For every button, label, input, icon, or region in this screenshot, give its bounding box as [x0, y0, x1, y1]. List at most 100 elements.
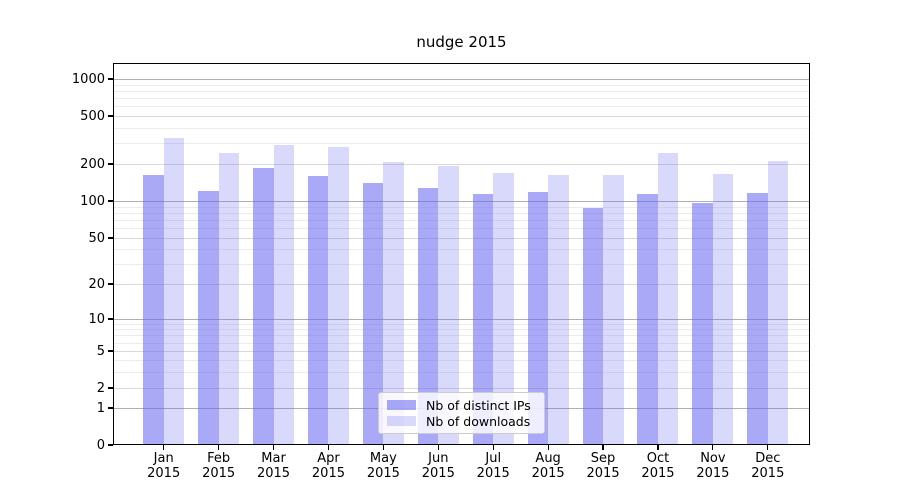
y-axis-tick-label: 500 — [80, 108, 105, 124]
y-tick-mark — [108, 115, 113, 117]
gridline — [114, 201, 809, 202]
gridline — [114, 106, 809, 108]
gridline — [114, 360, 809, 361]
x-tick-mark — [602, 445, 604, 450]
gridline — [114, 371, 809, 373]
bar-downloads — [383, 161, 404, 444]
y-tick-mark — [108, 200, 113, 202]
legend: Nb of distinct IPs Nb of downloads — [378, 392, 545, 434]
x-tick-mark — [657, 445, 659, 450]
bar-downloads — [218, 153, 240, 444]
x-tick-mark — [492, 445, 494, 450]
plot-area — [113, 63, 810, 445]
gridline — [114, 116, 809, 117]
y-tick-mark — [108, 163, 113, 165]
x-tick-mark — [767, 445, 769, 450]
legend-label-distinct-ips: Nb of distinct IPs — [426, 397, 531, 413]
gridline — [114, 228, 809, 230]
y-tick-mark — [108, 237, 113, 239]
x-tick-mark — [712, 445, 714, 450]
gridline — [114, 249, 809, 251]
bar-distinct-ips — [527, 192, 549, 444]
x-axis-tick-label: Nov 2015 — [696, 451, 730, 481]
gridline — [114, 329, 809, 331]
gridline — [114, 79, 809, 80]
legend-item-distinct-ips: Nb of distinct IPs — [387, 398, 536, 413]
bar-distinct-ips — [198, 190, 219, 444]
bar-distinct-ips — [472, 193, 494, 444]
gridline — [114, 220, 809, 222]
bar-distinct-ips — [582, 208, 604, 444]
y-axis-tick-label: 5 — [96, 343, 105, 359]
bar-downloads — [603, 175, 624, 444]
x-axis-tick-label: Jun 2015 — [421, 451, 455, 481]
y-axis-tick-label: 20 — [88, 276, 105, 292]
gridline — [114, 212, 809, 214]
legend-item-downloads: Nb of downloads — [387, 414, 536, 429]
gridline — [114, 98, 809, 100]
x-axis-tick-label: Feb 2015 — [202, 451, 236, 481]
gridline — [114, 388, 809, 389]
gridline — [114, 238, 809, 239]
gridline — [114, 319, 809, 320]
x-axis-tick-label: Jul 2015 — [476, 451, 510, 481]
bar-downloads — [493, 172, 514, 444]
bar-distinct-ips — [362, 182, 384, 444]
bar-downloads — [712, 173, 734, 444]
gridline — [114, 90, 809, 92]
x-tick-mark — [547, 445, 549, 450]
bar-downloads — [163, 137, 185, 444]
legend-swatch-downloads — [387, 416, 416, 426]
x-axis-tick-label: Jan 2015 — [147, 451, 181, 481]
y-axis-tick-label: 50 — [88, 230, 105, 246]
x-tick-mark — [218, 445, 220, 450]
gridline — [114, 127, 809, 129]
legend-swatch-distinct-ips — [387, 400, 416, 410]
gridline — [114, 351, 809, 352]
y-tick-mark — [108, 387, 113, 389]
y-axis-tick-label: 200 — [80, 156, 105, 172]
bar-downloads — [767, 160, 789, 444]
gridline — [114, 335, 809, 337]
x-tick-mark — [327, 445, 330, 450]
bar-downloads — [548, 174, 569, 444]
gridline — [114, 284, 809, 285]
y-tick-mark — [108, 318, 113, 320]
x-axis-tick-label: Dec 2015 — [751, 451, 785, 481]
x-axis-tick-label: May 2015 — [366, 451, 400, 481]
gridline — [114, 164, 809, 165]
chart-title: nudge 2015 — [416, 33, 507, 51]
x-tick-mark — [163, 445, 165, 450]
gridline — [114, 263, 809, 265]
y-axis-tick-label: 10 — [88, 311, 105, 327]
x-tick-mark — [382, 445, 384, 450]
bar-distinct-ips — [747, 193, 768, 444]
gridline — [114, 142, 809, 144]
bar-distinct-ips — [253, 168, 274, 444]
bar-downloads — [657, 152, 679, 444]
x-axis-tick-label: Apr 2015 — [311, 451, 345, 481]
y-axis-tick-label: 2 — [96, 380, 105, 396]
y-axis-tick-label: 0 — [96, 437, 105, 453]
gridline — [114, 206, 809, 208]
bar-distinct-ips — [307, 175, 329, 444]
legend-label-downloads: Nb of downloads — [426, 413, 531, 429]
bar-distinct-ips — [417, 187, 439, 444]
bar-distinct-ips — [637, 194, 658, 444]
gridline — [114, 323, 809, 325]
y-axis-tick-label: 1000 — [71, 71, 105, 87]
y-axis-tick-label: 100 — [80, 193, 105, 209]
bar-distinct-ips — [143, 174, 164, 444]
y-axis-tick-label: 1 — [96, 400, 105, 416]
y-tick-mark — [108, 78, 113, 80]
x-tick-mark — [437, 445, 439, 450]
x-axis-tick-label: Mar 2015 — [256, 451, 291, 481]
y-tick-mark — [108, 283, 113, 285]
x-axis-tick-label: Aug 2015 — [531, 451, 565, 481]
y-tick-mark — [108, 350, 113, 352]
bar-downloads — [438, 166, 459, 444]
gridline — [114, 342, 809, 344]
bar-downloads — [273, 144, 295, 444]
y-tick-mark — [108, 407, 113, 409]
